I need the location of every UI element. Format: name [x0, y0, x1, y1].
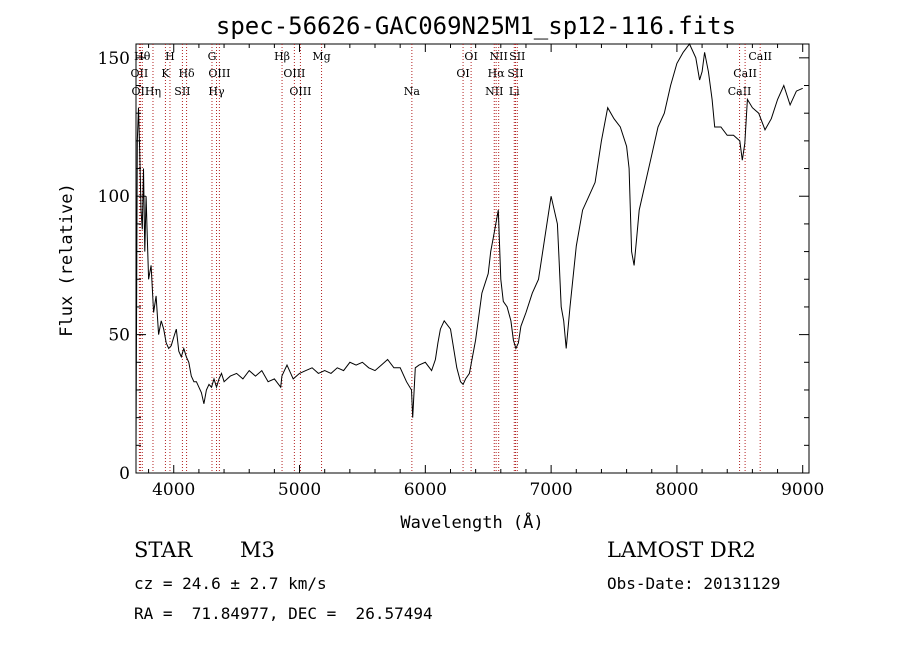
- line-marker-label: SII: [174, 85, 190, 98]
- line-marker-label: Hγ: [208, 85, 225, 98]
- chart-title: spec-56626-GAC069N25M1_sp12-116.fits: [216, 12, 736, 40]
- redshift-velocity: cz = 24.6 ± 2.7 km/s: [134, 574, 327, 593]
- line-marker-label: CaII: [733, 67, 757, 80]
- line-marker-label: OIII: [208, 67, 230, 80]
- line-marker-label: Hβ: [274, 50, 290, 63]
- line-marker-label: Hη: [145, 85, 161, 98]
- line-marker-label: K: [161, 67, 170, 80]
- y-tick-label: 100: [98, 187, 130, 207]
- line-marker-label: OIII: [283, 67, 305, 80]
- line-marker-label: SII: [509, 50, 525, 63]
- survey-name: LAMOST DR2: [607, 538, 756, 562]
- line-marker-label: SII: [507, 67, 523, 80]
- line-marker-label: OI: [456, 67, 469, 80]
- line-marker-label: CaII: [728, 85, 752, 98]
- x-tick-label: 5000: [278, 480, 321, 500]
- line-marker-label: Na: [404, 85, 421, 98]
- spectrum-line: [135, 43, 803, 451]
- line-marker-label: Li: [509, 85, 520, 98]
- x-tick-label: 8000: [655, 480, 698, 500]
- y-tick-label: 50: [108, 326, 130, 346]
- x-tick-label: 7000: [529, 480, 572, 500]
- axis-ticks: 4000 5000 6000 7000 8000 9000 0 50 100 150: [98, 44, 824, 500]
- plot-frame: [135, 43, 810, 474]
- x-tick-label: 9000: [781, 480, 824, 500]
- y-tick-label: 0: [119, 464, 130, 484]
- line-marker-label: Hθ: [134, 50, 151, 63]
- x-tick-label: 6000: [404, 480, 447, 500]
- coordinates: RA = 71.84977, DEC = 26.57494: [134, 604, 433, 623]
- line-marker-label: Hδ: [178, 67, 195, 80]
- line-marker-label: NII: [490, 50, 508, 63]
- object-class: STAR: [134, 538, 193, 562]
- y-tick-label: 150: [98, 49, 130, 69]
- line-marker-label: G: [208, 50, 217, 63]
- y-axis-label: Flux (relative): [57, 183, 77, 337]
- emission-line-markers: OIIHθOIIHηKHHδSIIGHγOIIIHβOIIIOIIIMgNaOI…: [131, 44, 772, 473]
- line-marker-label: CaII: [748, 50, 772, 63]
- line-marker-label: Hα: [488, 67, 506, 80]
- line-marker-label: OII: [131, 67, 149, 80]
- x-tick-label: 4000: [152, 480, 195, 500]
- line-marker-label: Mg: [312, 50, 330, 63]
- line-marker-label: OII: [132, 85, 150, 98]
- line-marker-label: NII: [485, 85, 503, 98]
- line-marker-label: OI: [464, 50, 477, 63]
- line-marker-label: H: [165, 50, 175, 63]
- object-subclass: M3: [240, 538, 275, 562]
- observation-date: Obs-Date: 20131129: [607, 574, 781, 593]
- line-marker-label: OIII: [289, 85, 311, 98]
- x-axis-label: Wavelength (Å): [400, 511, 543, 533]
